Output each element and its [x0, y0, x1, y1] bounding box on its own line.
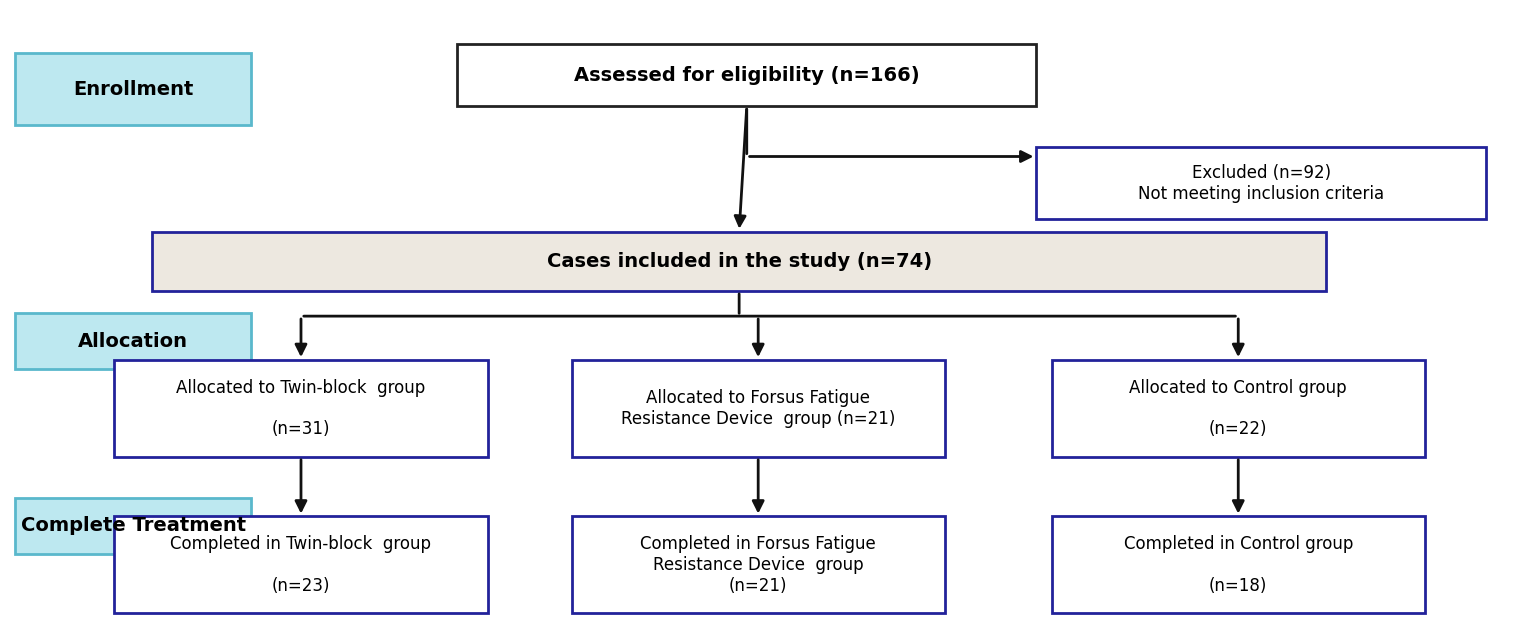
Text: Complete Treatment: Complete Treatment: [21, 516, 245, 535]
Text: Allocated to Twin-block  group

(n=31): Allocated to Twin-block group (n=31): [177, 379, 425, 438]
Text: Completed in Twin-block  group

(n=23): Completed in Twin-block group (n=23): [171, 535, 431, 595]
Text: Completed in Control group

(n=18): Completed in Control group (n=18): [1123, 535, 1353, 595]
FancyBboxPatch shape: [152, 232, 1326, 291]
FancyBboxPatch shape: [114, 360, 488, 457]
FancyBboxPatch shape: [15, 53, 251, 125]
FancyBboxPatch shape: [572, 516, 945, 613]
FancyBboxPatch shape: [1052, 360, 1425, 457]
Text: Allocated to Control group

(n=22): Allocated to Control group (n=22): [1129, 379, 1347, 438]
FancyBboxPatch shape: [457, 44, 1036, 106]
Text: Excluded (n=92)
Not meeting inclusion criteria: Excluded (n=92) Not meeting inclusion cr…: [1138, 164, 1384, 202]
Text: Allocated to Forsus Fatigue
Resistance Device  group (n=21): Allocated to Forsus Fatigue Resistance D…: [620, 389, 896, 428]
Text: Assessed for eligibility (n=166): Assessed for eligibility (n=166): [575, 66, 919, 85]
FancyBboxPatch shape: [1036, 147, 1486, 219]
FancyBboxPatch shape: [572, 360, 945, 457]
Text: Completed in Forsus Fatigue
Resistance Device  group
(n=21): Completed in Forsus Fatigue Resistance D…: [640, 535, 876, 595]
Text: Enrollment: Enrollment: [73, 80, 194, 99]
Text: Allocation: Allocation: [78, 332, 189, 351]
FancyBboxPatch shape: [114, 516, 488, 613]
FancyBboxPatch shape: [15, 313, 251, 369]
FancyBboxPatch shape: [1052, 516, 1425, 613]
Text: Cases included in the study (n=74): Cases included in the study (n=74): [547, 252, 931, 271]
FancyBboxPatch shape: [15, 498, 251, 554]
